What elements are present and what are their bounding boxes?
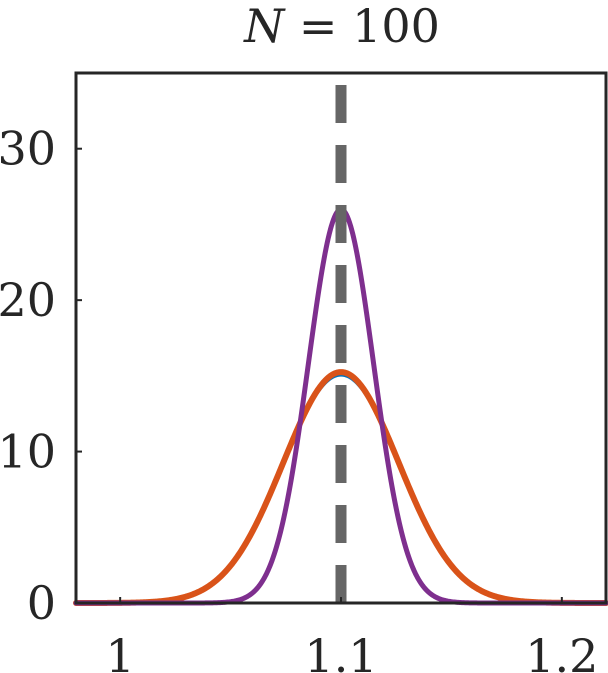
x-axis: 1 1.1 1.2	[106, 597, 598, 673]
x-tick-label: 1	[106, 629, 135, 673]
x-tick-label: 1.2	[525, 629, 598, 673]
y-tick-label: 30	[0, 122, 56, 176]
y-tick-label: 10	[0, 425, 56, 479]
title-equals: =	[284, 0, 352, 53]
title-value: 100	[352, 0, 440, 53]
y-axis: 0 10 20 30	[0, 122, 82, 630]
x-tick-label: 1.1	[304, 629, 377, 673]
y-tick-label: 0	[27, 576, 56, 630]
title-variable: N	[243, 0, 286, 53]
chart-title: N = 100	[243, 0, 440, 53]
y-tick-label: 20	[0, 273, 56, 327]
